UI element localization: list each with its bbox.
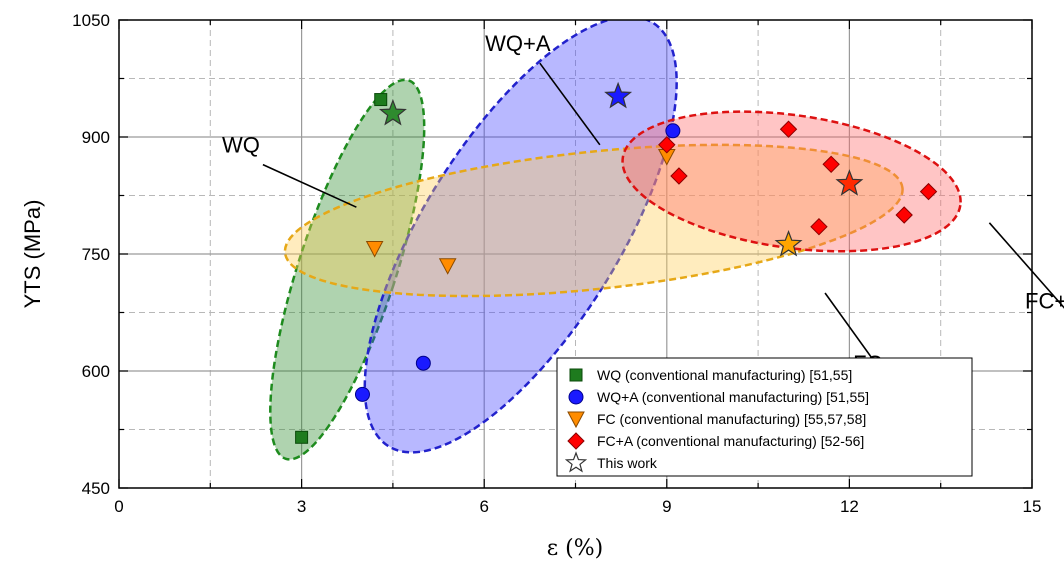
legend-label: WQ (conventional manufacturing) [51,55]: [597, 367, 852, 383]
data-point-circle: [665, 123, 681, 139]
axes: [118, 19, 1033, 489]
legend-marker-diamond: [567, 432, 585, 450]
x-tick-label: 6: [479, 497, 488, 516]
legend-label: This work: [597, 455, 658, 471]
data-point-diamond: [895, 206, 913, 224]
data-point-circle: [354, 386, 370, 402]
annotation-label: WQ: [222, 133, 260, 158]
x-tick-label: 15: [1023, 497, 1042, 516]
data-point-diamond: [779, 120, 798, 138]
data-points: [295, 81, 938, 444]
data-point-square: [374, 93, 388, 107]
y-tick-label: 600: [82, 362, 110, 381]
annotation-leader: [262, 163, 357, 208]
data-point-triangle-down: [438, 258, 457, 275]
y-axis-title: YTS (MPa): [20, 200, 45, 309]
legend-label: WQ+A (conventional manufacturing) [51,55…: [597, 389, 869, 405]
x-tick-label: 9: [662, 497, 671, 516]
y-tick-label: 1050: [72, 11, 110, 30]
data-point-circle: [415, 355, 431, 371]
legend: WQ (conventional manufacturing) [51,55] W…: [556, 357, 973, 477]
data-point-triangle-down: [365, 241, 384, 258]
data-point-diamond: [658, 136, 676, 154]
data-point-diamond: [822, 155, 840, 174]
annotation-label: WQ+A: [485, 31, 551, 56]
data-point-this-work: [774, 229, 803, 257]
annotation-leader: [539, 62, 601, 146]
data-point-diamond: [919, 182, 938, 201]
tick-labels: 0 3 6 9 12 15 450 600 750 900 1050: [72, 11, 1041, 516]
x-tick-label: 0: [114, 497, 123, 516]
region-wq-plus-a: [363, 20, 678, 454]
data-point-this-work: [835, 169, 864, 196]
region-wq: [269, 78, 426, 461]
x-tick-label: 12: [840, 497, 859, 516]
region-fc-plus-a: [621, 110, 962, 253]
legend-marker-star: [564, 451, 588, 473]
legend-label: FC+A (conventional manufacturing) [52-56…: [597, 433, 864, 449]
legend-marker-triangle-down: [567, 411, 585, 429]
data-point-square: [295, 430, 309, 444]
legend-label: FC (conventional manufacturing) [55,57,5…: [597, 411, 866, 427]
data-point-this-work: [604, 81, 633, 109]
legend-marker-circle: [568, 389, 584, 405]
x-axis-title: ε (%): [547, 536, 603, 561]
legend-marker-square: [569, 368, 583, 382]
data-point-diamond: [810, 217, 828, 236]
data-point-diamond: [670, 167, 688, 185]
legend-box: [556, 357, 973, 477]
y-tick-label: 450: [82, 479, 110, 498]
annotation-label: FC+A: [1025, 289, 1064, 314]
y-tick-label: 900: [82, 128, 110, 147]
data-point-this-work: [378, 98, 407, 126]
y-tick-label: 750: [82, 245, 110, 264]
x-tick-label: 3: [297, 497, 306, 516]
